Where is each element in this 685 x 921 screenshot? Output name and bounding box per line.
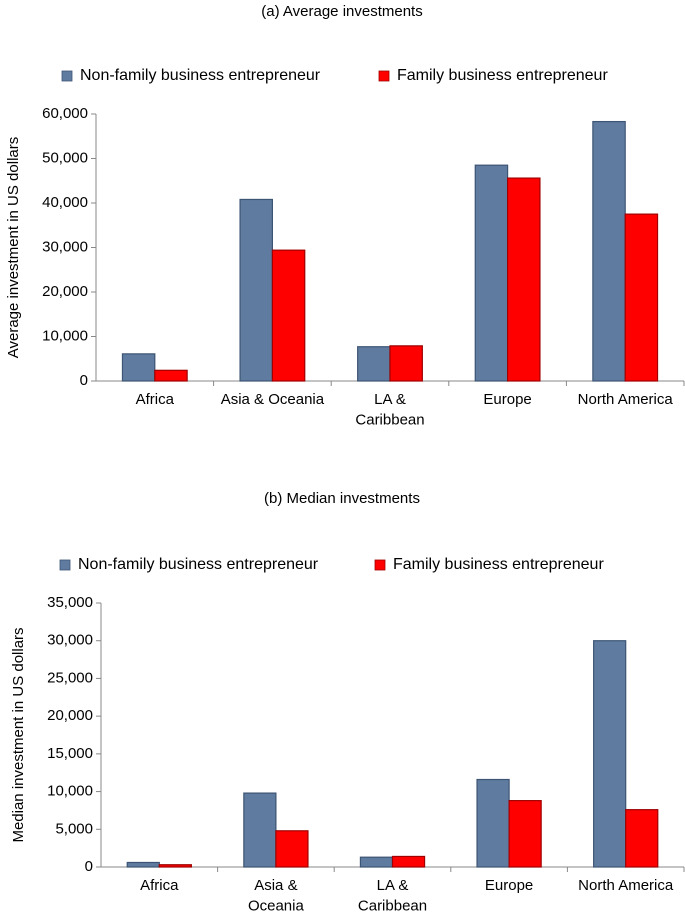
bar-non-family <box>126 861 160 868</box>
x-category-label: Asia & Oceania <box>248 877 305 914</box>
bar-non-family <box>243 792 277 868</box>
chart-panel-median: (b) Median investments Non-family busines… <box>10 490 685 914</box>
chart-title: (a) Average investments <box>261 3 422 20</box>
legend-swatch-family <box>378 70 390 82</box>
bar-family <box>158 864 192 868</box>
legend-label-non-family: Non-family business entrepreneur <box>80 67 321 84</box>
y-tick-label: 40,000 <box>42 194 88 211</box>
bar-non-family <box>357 346 391 382</box>
y-axis-label: Median investment in US dollars <box>10 627 27 842</box>
y-tick-label: 0 <box>80 372 88 389</box>
bar-family <box>389 345 423 382</box>
y-tick-label: 10,000 <box>47 783 93 800</box>
x-category-label: Africa <box>140 877 179 894</box>
bar-non-family <box>474 164 509 382</box>
legend-swatch-family <box>374 559 386 571</box>
x-category-label: Asia & Oceania <box>221 391 325 408</box>
x-category-label: Africa <box>136 391 175 408</box>
bar-family <box>625 809 659 868</box>
bar-family <box>275 830 309 868</box>
bar-non-family <box>121 353 156 382</box>
bar-non-family <box>593 640 627 868</box>
legend: Non-family business entrepreneur Family b… <box>61 67 608 84</box>
legend-label-family: Family business entrepreneur <box>393 556 604 573</box>
x-category-label: LA & Caribbean <box>358 877 427 914</box>
bar-non-family <box>592 120 626 382</box>
x-category-label: North America <box>578 877 674 894</box>
legend-label-non-family: Non-family business entrepreneur <box>78 556 319 573</box>
x-category-label: LA & Caribbean <box>355 391 424 428</box>
bar-family <box>271 249 306 382</box>
bar-family <box>154 369 188 382</box>
y-tick-label: 20,000 <box>42 283 88 300</box>
bar-family <box>508 800 542 868</box>
y-tick-label: 35,000 <box>47 594 93 611</box>
y-tick-label: 25,000 <box>47 669 93 686</box>
y-tick-label: 15,000 <box>47 745 93 762</box>
legend-swatch-non-family <box>61 70 73 82</box>
x-category-label: North America <box>578 391 674 408</box>
legend-swatch-non-family <box>59 559 71 571</box>
y-tick-label: 30,000 <box>42 238 88 255</box>
bar-non-family <box>239 198 273 382</box>
legend-label-family: Family business entrepreneur <box>397 67 608 84</box>
y-tick-label: 20,000 <box>47 707 93 724</box>
y-axis-label: Average investment in US dollars <box>5 137 22 359</box>
bar-family <box>391 855 426 868</box>
y-tick-label: 5,000 <box>55 820 93 837</box>
y-tick-label: 0 <box>85 858 93 875</box>
bar-family <box>624 213 659 382</box>
bar-non-family <box>359 856 394 868</box>
y-tick-label: 50,000 <box>42 149 88 166</box>
chart-title: (b) Median investments <box>264 490 420 507</box>
legend: Non-family business entrepreneur Family b… <box>59 556 604 573</box>
x-category-label: Europe <box>485 877 533 894</box>
y-tick-label: 30,000 <box>47 632 93 649</box>
bar-family <box>507 177 541 382</box>
bar-non-family <box>476 778 510 868</box>
y-tick-label: 60,000 <box>42 105 88 122</box>
x-category-label: Europe <box>483 391 531 408</box>
y-tick-label: 10,000 <box>42 327 88 344</box>
chart-panel-average: (a) Average investments Non-family busine… <box>5 3 685 428</box>
